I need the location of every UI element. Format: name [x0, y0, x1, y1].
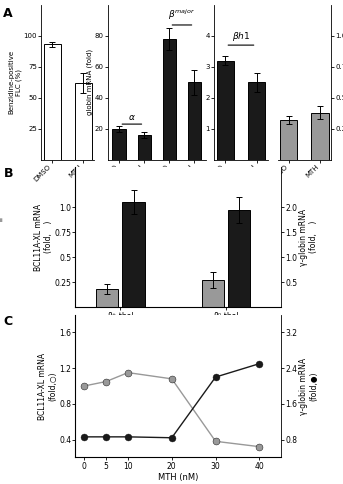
- Bar: [75, 83, 92, 160]
- Bar: [188, 82, 201, 160]
- X-axis label: MTH (nM): MTH (nM): [158, 473, 199, 483]
- Bar: [217, 60, 234, 160]
- Y-axis label: BCL11A-XL mRNA
(fold,○): BCL11A-XL mRNA (fold,○): [38, 352, 58, 420]
- Bar: [96, 289, 118, 307]
- Bar: [138, 135, 151, 160]
- Text: $\beta^{major}$: $\beta^{major}$: [168, 7, 196, 22]
- Bar: [44, 45, 61, 160]
- Text: A: A: [3, 7, 13, 20]
- Text: ▬: ▬: [0, 215, 2, 226]
- Bar: [228, 210, 250, 307]
- Y-axis label: BCL11A-XL mRNA
(fold,    ): BCL11A-XL mRNA (fold, ): [34, 204, 53, 271]
- Bar: [202, 280, 224, 307]
- Y-axis label: Benzidine-positive
FLC (%): Benzidine-positive FLC (%): [9, 50, 22, 114]
- Text: C: C: [3, 315, 13, 328]
- Bar: [311, 113, 329, 160]
- Text: B: B: [3, 167, 13, 180]
- Bar: [122, 202, 145, 307]
- Bar: [280, 120, 297, 160]
- Text: $\alpha$: $\alpha$: [128, 113, 136, 122]
- Text: $\beta h1$: $\beta h1$: [232, 30, 250, 43]
- Y-axis label: γ-globin mRNA
(fold,●): γ-globin mRNA (fold,●): [299, 357, 318, 415]
- Bar: [163, 39, 176, 160]
- Bar: [248, 82, 265, 160]
- Bar: [113, 129, 126, 160]
- Y-axis label: γ-globin mRNA
(fold,    ): γ-globin mRNA (fold, ): [299, 209, 318, 266]
- Y-axis label: globin mRNA (fold): globin mRNA (fold): [87, 49, 94, 115]
